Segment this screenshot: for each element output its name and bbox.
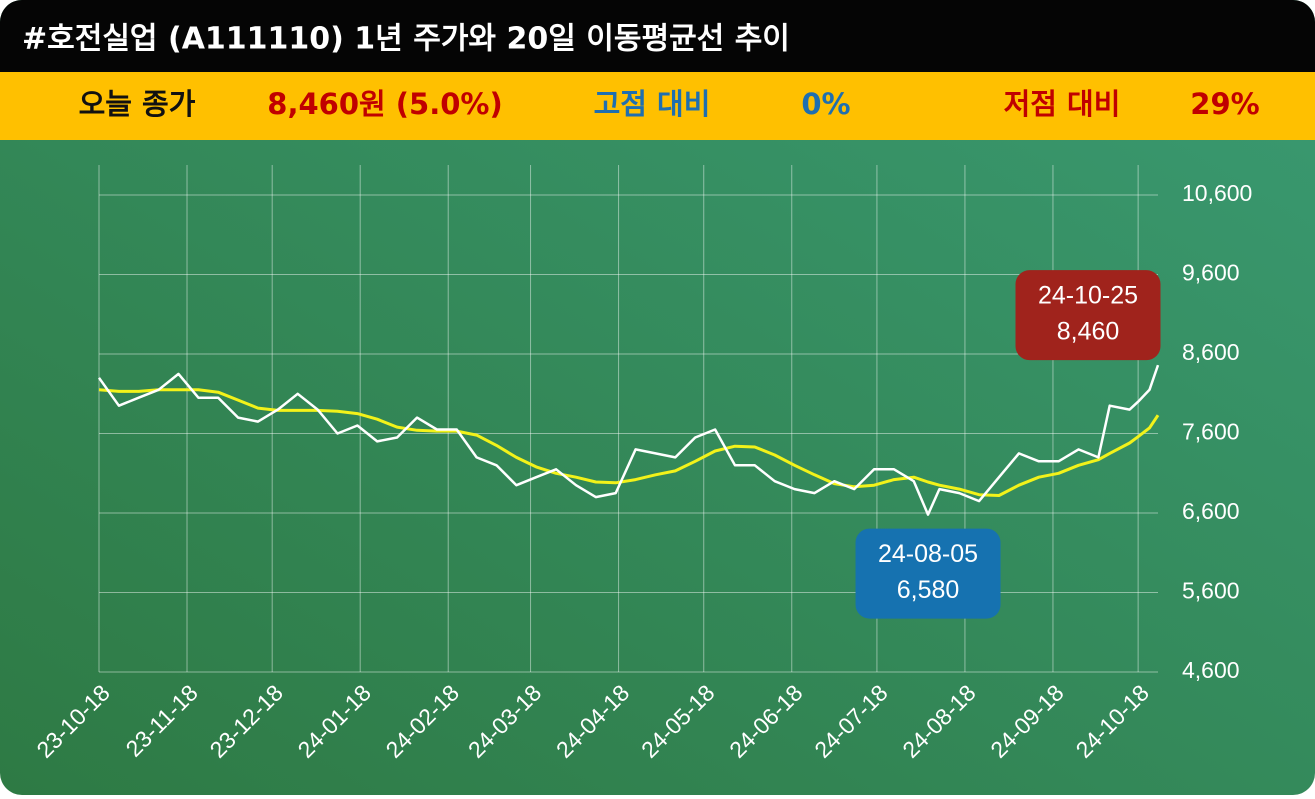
summary-text: 8,460원 (5.0%) [267, 87, 502, 121]
line-series [97, 364, 1160, 516]
summary-text: 0% [801, 87, 850, 121]
line-series [98, 388, 1160, 497]
y-tick-label: 8,600 [1182, 339, 1240, 365]
title-bar [0, 0, 1315, 72]
annotation: 24-10-25 8,460 [1015, 270, 1161, 361]
y-tick-label: 9,600 [1182, 260, 1240, 286]
annotation-value: 6,580 [897, 576, 960, 604]
summary-text: 오늘 종가 [79, 87, 196, 121]
y-tick-label: 10,600 [1182, 180, 1252, 206]
chart-title: #호전실업 (A111110) 1년 주가와 20일 이동평균선 추이 [22, 22, 790, 57]
annotation: 24-08-05 6,580 [855, 528, 1001, 619]
annotation-box [855, 528, 1001, 619]
summary-text: 고점 대비 [594, 87, 711, 121]
y-tick-label: 5,600 [1182, 578, 1240, 604]
summary-bar [0, 72, 1315, 140]
annotation-value: 8,460 [1057, 318, 1120, 346]
annotation-date: 24-10-25 [1038, 282, 1138, 310]
annotation-box [1015, 270, 1161, 361]
y-tick-label: 6,600 [1182, 498, 1240, 524]
y-tick-label: 7,600 [1182, 419, 1240, 445]
annotation-date: 24-08-05 [878, 540, 978, 568]
y-tick-label: 4,600 [1182, 657, 1240, 683]
summary-text: 저점 대비 [1004, 87, 1121, 121]
summary-text: 29% [1190, 87, 1259, 121]
